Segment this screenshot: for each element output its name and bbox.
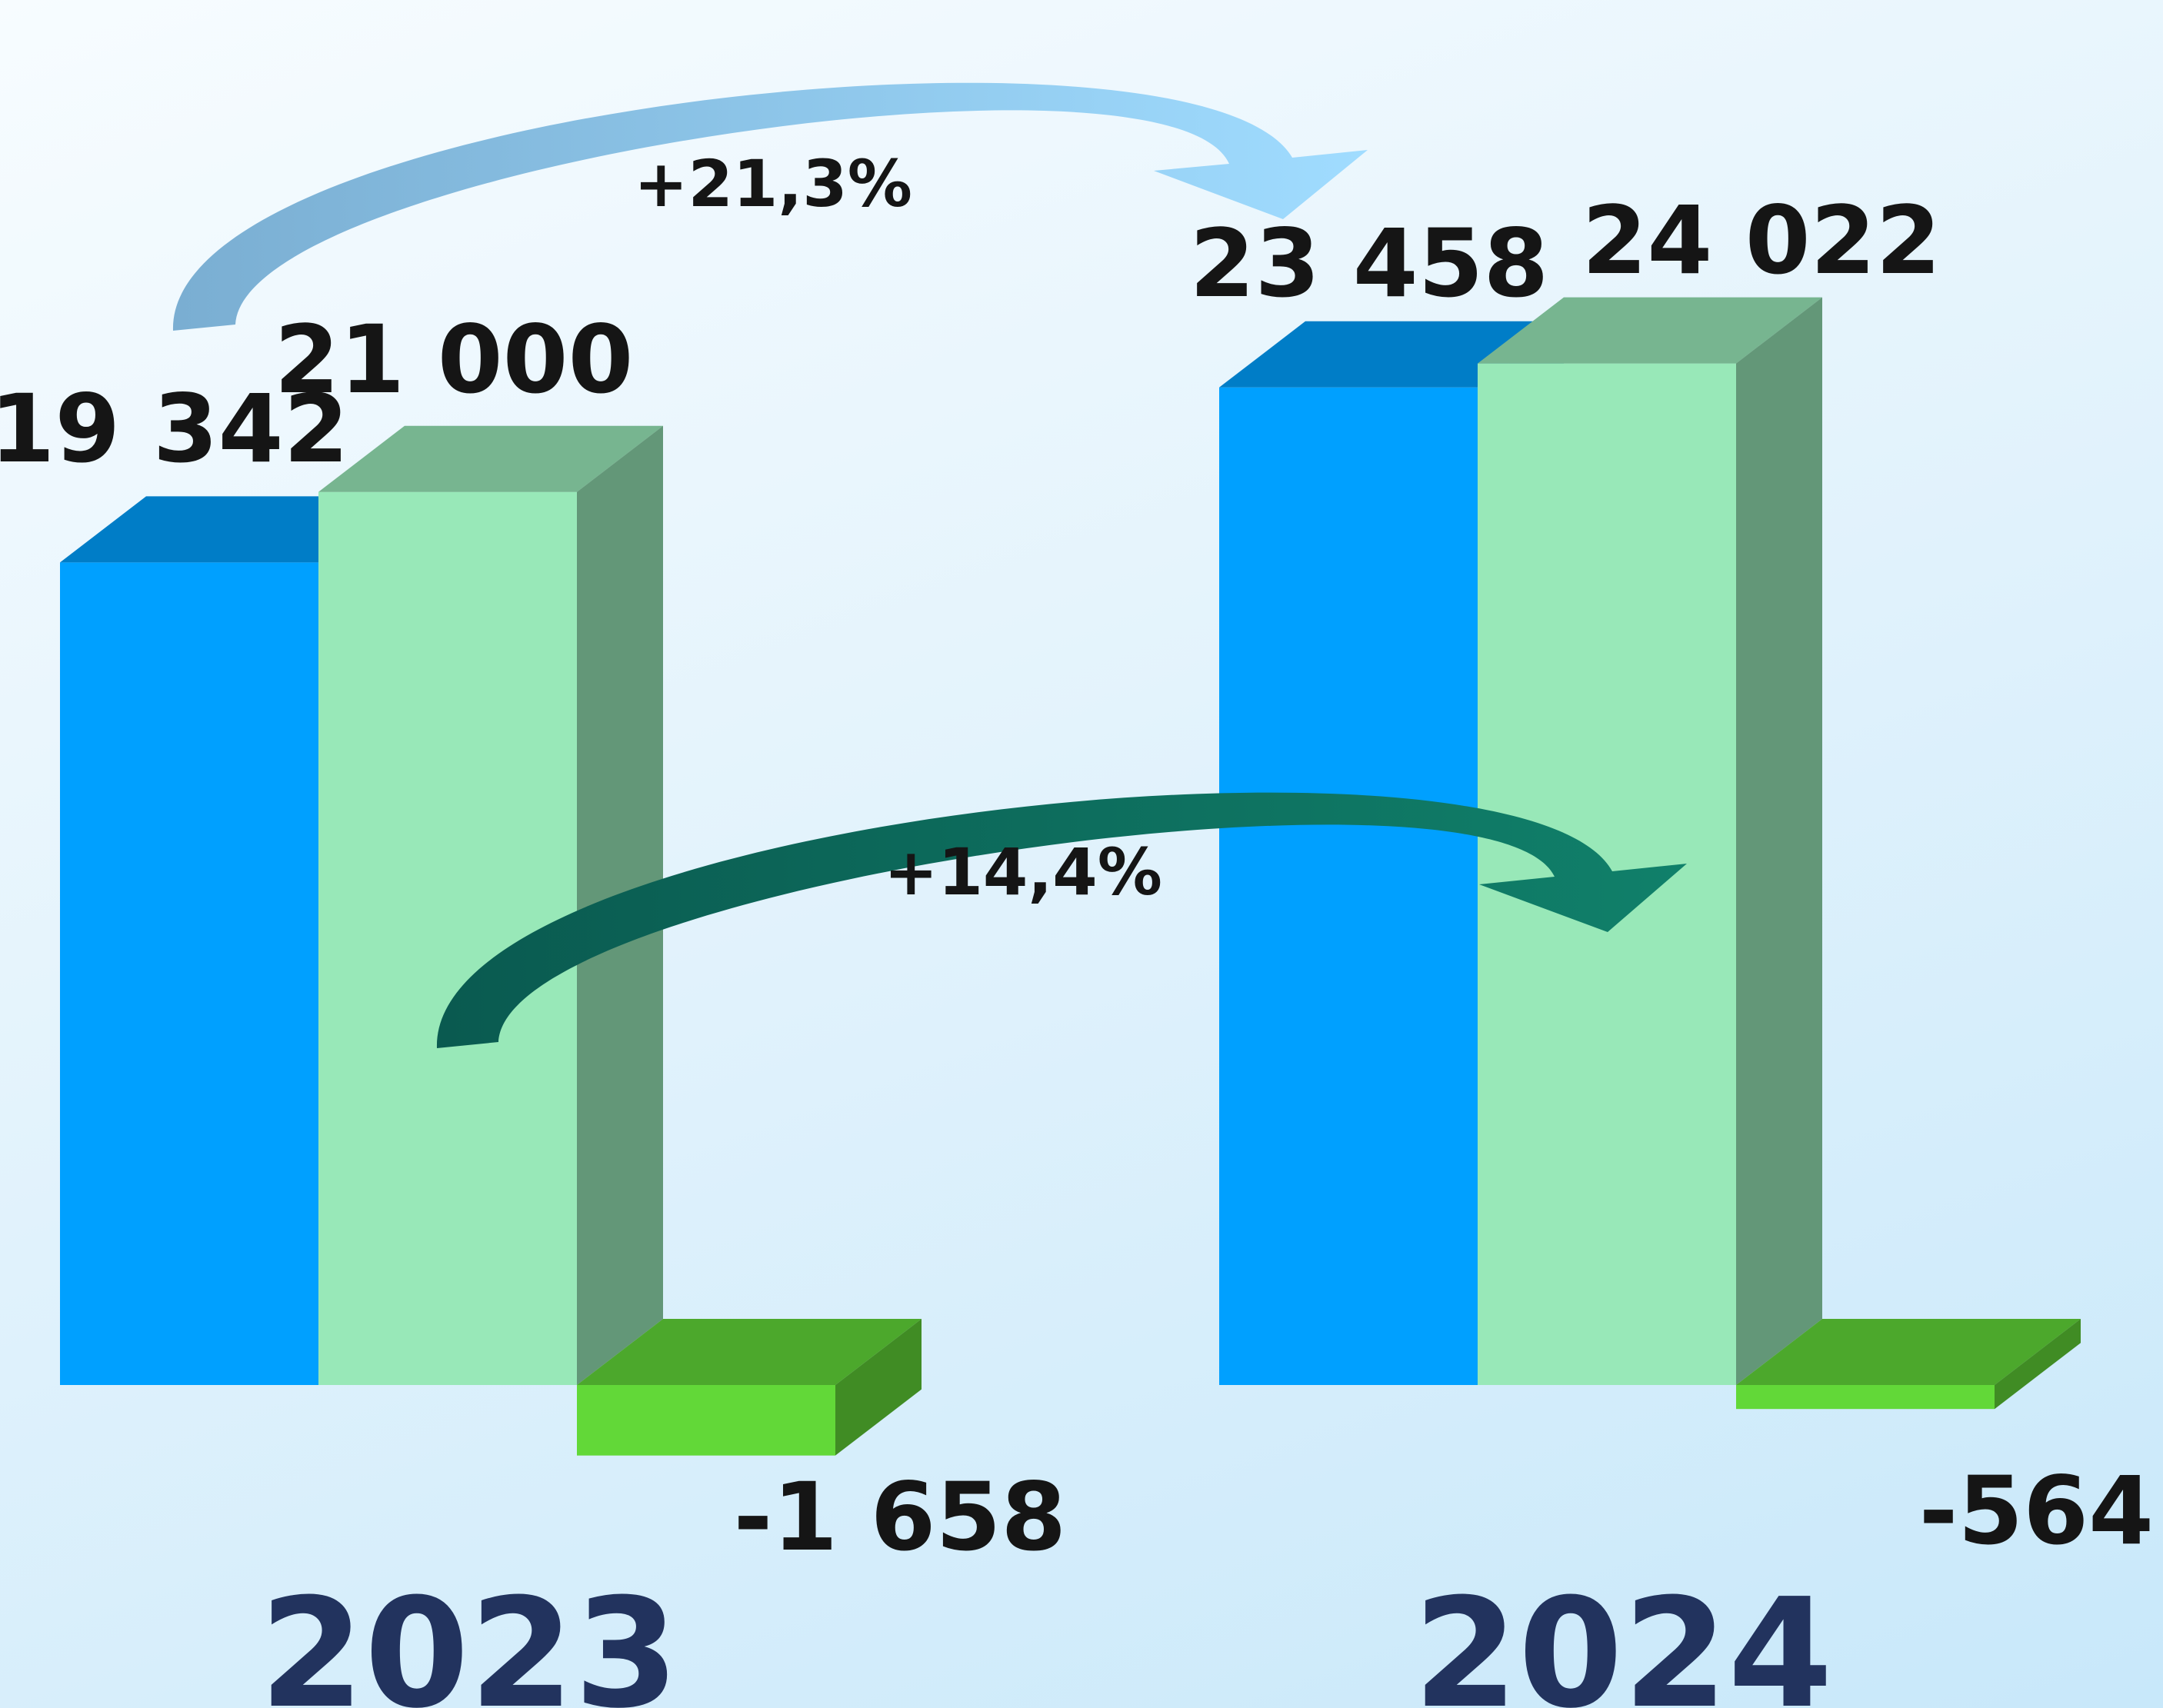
growth-label-series-2: +14,4% <box>884 834 1162 910</box>
growth-arrows <box>172 82 1687 1048</box>
bar-2024-series-3 <box>1736 1319 2081 1410</box>
bar-top-face <box>1478 297 1822 364</box>
bar-front-face <box>1219 387 1478 1386</box>
bar-side-face <box>1736 297 1822 1386</box>
bar-top-face <box>318 425 663 492</box>
bar-2023-series-3 <box>577 1319 922 1456</box>
growth-arrow-series-2 <box>436 792 1687 1048</box>
bar-top-face <box>1736 1319 2081 1385</box>
value-label-2023-series-3: -1 658 <box>734 1463 1067 1572</box>
bar-front-face <box>1736 1385 1995 1410</box>
value-label-2023-series-2: 21 000 <box>275 305 634 415</box>
growth-arrow-series-1 <box>172 82 1368 331</box>
bar-side-face <box>835 1319 922 1456</box>
bar-front-face <box>577 1385 835 1456</box>
bar-top-face <box>577 1319 922 1385</box>
growth-label-series-1: +21,3% <box>634 146 912 221</box>
value-label-2024-series-2: 24 022 <box>1582 186 1941 295</box>
value-label-2024-series-3: -564 <box>1919 1457 2154 1566</box>
category-label-2024: 2024 <box>1413 1566 1833 1708</box>
value-label-2024-series-1: 23 458 <box>1190 209 1549 318</box>
value-label-2023-series-1: 19 342 <box>0 375 348 484</box>
category-label-2023: 2023 <box>259 1566 679 1708</box>
bar-side-face <box>1995 1319 2081 1410</box>
bar-front-face <box>60 562 318 1385</box>
